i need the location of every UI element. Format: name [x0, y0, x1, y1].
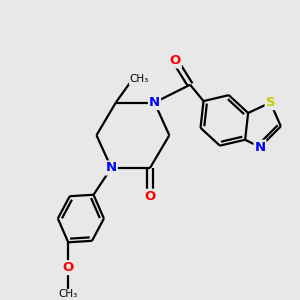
Text: N: N [106, 161, 117, 175]
Text: CH₃: CH₃ [58, 289, 78, 299]
Text: O: O [169, 54, 181, 68]
Text: O: O [144, 190, 156, 203]
Text: CH₃: CH₃ [129, 74, 148, 84]
Text: S: S [266, 96, 275, 109]
Text: N: N [149, 96, 160, 109]
Text: N: N [254, 141, 266, 154]
Text: O: O [63, 261, 74, 274]
